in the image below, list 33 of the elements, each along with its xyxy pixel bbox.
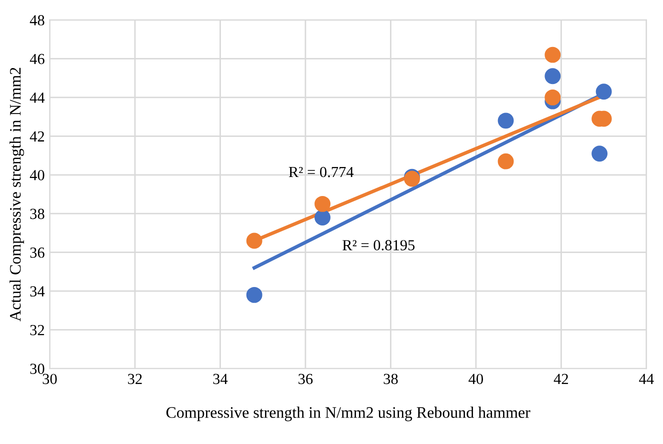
y-tick-label: 36 (30, 248, 44, 258)
point (314, 196, 330, 212)
point (544, 89, 561, 106)
annotation: R² = 0.774 (288, 166, 354, 178)
x-tick-label: 40 (468, 374, 483, 384)
y-axis-title: Actual Compressive strength in N/mm2 (10, 68, 24, 322)
y-tick-label: 46 (30, 54, 44, 64)
y-tick-label: 40 (30, 170, 44, 180)
point (596, 84, 612, 100)
y-tick-label: 48 (30, 15, 44, 26)
point (544, 68, 561, 84)
point (592, 146, 608, 162)
y-tick-label: 38 (30, 208, 44, 220)
annotation: R² = 0.8195 (342, 240, 415, 250)
y-tick-label: 30 (30, 364, 44, 374)
y-tick-label: 42 (30, 131, 44, 142)
point (246, 232, 262, 249)
x-tick-label: 44 (639, 374, 654, 384)
x-tick-label: 36 (298, 374, 313, 384)
y-tick-label: 32 (30, 324, 44, 336)
point (314, 210, 330, 226)
x-tick-label: 38 (384, 374, 398, 384)
x-tick-label: 30 (42, 374, 57, 384)
point (498, 112, 514, 129)
x-tick-label: 42 (554, 374, 568, 384)
point (498, 153, 514, 170)
y-tick-label: 44 (30, 92, 45, 103)
y-tick-label: 34 (30, 286, 45, 297)
x-axis-title: Compressive strength in N/mm2 using Rebound hammer (166, 406, 530, 422)
x-tick-label: 32 (128, 374, 142, 384)
point (544, 46, 561, 63)
x-tick-label: 34 (213, 374, 228, 384)
point (246, 286, 262, 303)
